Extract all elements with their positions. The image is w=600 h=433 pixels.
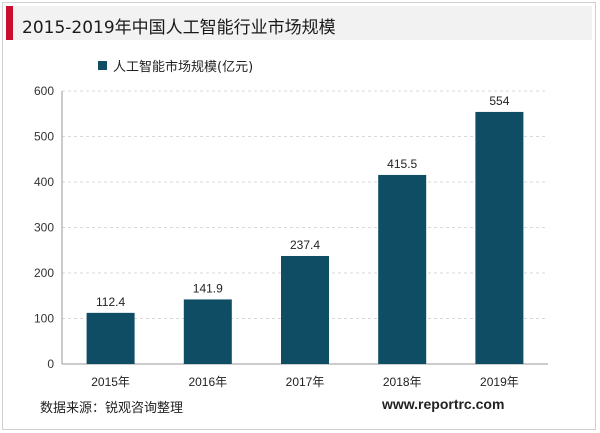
y-tick-label: 200: [34, 266, 54, 280]
x-tick-label: 2017年: [286, 375, 325, 389]
bar-2015年: [86, 312, 135, 364]
x-tick-label: 2018年: [383, 375, 422, 389]
y-tick-label: 0: [47, 357, 54, 371]
x-tick-label: 2016年: [188, 375, 227, 389]
title-bar: [6, 6, 592, 40]
y-tick-label: 500: [34, 130, 54, 144]
bar-2019年: [475, 111, 524, 365]
title-accent-bar: [6, 6, 13, 40]
data-source: 数据来源：锐观咨询整理: [40, 401, 184, 416]
bar-2017年: [281, 255, 329, 364]
x-tick-label: 2019年: [480, 375, 519, 389]
chart-title: 2015-2019年中国人工智能行业市场规模: [22, 18, 336, 38]
bar-2018年: [378, 174, 427, 364]
legend: 人工智能市场规模(亿元): [98, 57, 254, 75]
y-tick-label: 400: [34, 175, 54, 189]
y-tick-label: 300: [34, 221, 54, 235]
y-tick-label: 600: [34, 84, 54, 98]
bar-2016年: [183, 299, 232, 364]
data-label: 112.4: [96, 295, 125, 309]
legend-label: 人工智能市场规模(亿元): [113, 59, 254, 75]
data-label: 141.9: [193, 281, 223, 295]
data-label: 554: [489, 94, 509, 108]
x-tick-label: 2015年: [91, 375, 130, 389]
website-link[interactable]: www.reportrc.com: [382, 396, 505, 412]
y-tick-label: 100: [34, 312, 54, 326]
legend-swatch: [98, 60, 107, 70]
data-label: 237.4: [290, 238, 320, 252]
data-label: 415.5: [387, 157, 417, 171]
